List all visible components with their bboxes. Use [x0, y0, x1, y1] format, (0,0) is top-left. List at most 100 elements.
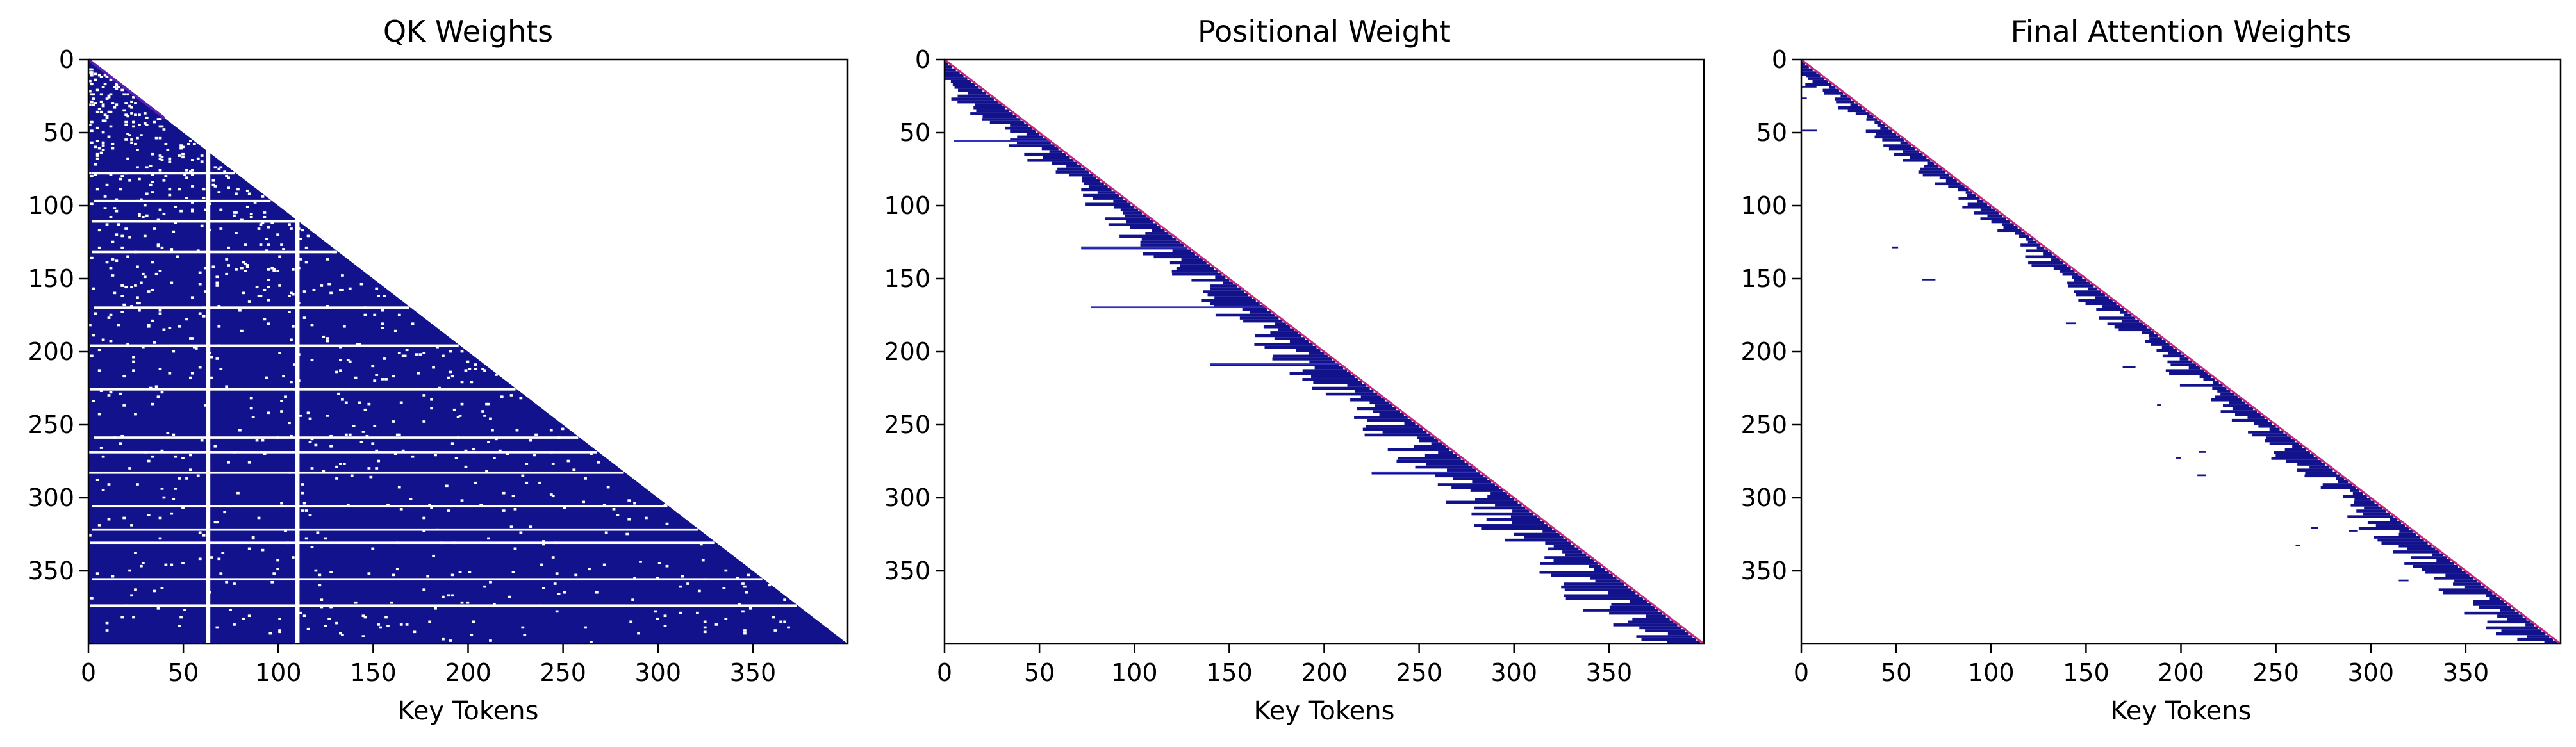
- heatmap-empty-cell: [399, 401, 403, 404]
- heatmap-empty-cell: [616, 514, 620, 516]
- heatmap-empty-cell: [322, 335, 326, 338]
- heatmap-empty-cell: [134, 284, 137, 287]
- heatmap-empty-cell: [377, 623, 381, 626]
- heatmap-empty-cell: [561, 427, 565, 431]
- heatmap-empty-cell: [460, 499, 464, 502]
- heatmap-empty-cell: [538, 604, 541, 607]
- heatmap-row-band: [2501, 629, 2542, 632]
- heatmap-empty-cell: [456, 436, 460, 439]
- heatmap-empty-cell: [166, 220, 170, 223]
- heatmap-row-band: [1176, 267, 1214, 270]
- heatmap-empty-cell: [339, 359, 342, 362]
- heatmap-empty-cell: [213, 185, 217, 188]
- heatmap-row-band: [1918, 170, 1946, 174]
- heatmap-empty-cell: [90, 129, 94, 133]
- heatmap-empty-cell: [198, 312, 202, 315]
- heatmap-empty-cell: [395, 541, 399, 545]
- heatmap-row-band: [1108, 223, 1157, 226]
- heatmap-empty-cell: [247, 461, 251, 464]
- heatmap-row-band: [1980, 208, 1995, 212]
- heatmap-empty-cell: [270, 222, 274, 224]
- heatmap-empty-cell: [147, 325, 151, 328]
- heatmap-row-band: [2271, 457, 2318, 460]
- heatmap-row-band: [2292, 445, 2303, 448]
- heatmap-empty-cell: [566, 459, 570, 463]
- heatmap-row-band: [2398, 544, 2432, 548]
- heatmap-row-band: [1801, 65, 1809, 69]
- y-tick-label: 250: [1740, 411, 1787, 439]
- heatmap-empty-cell: [192, 142, 196, 145]
- heatmap-row-band: [1302, 369, 1348, 372]
- heatmap-detached-cell: [2311, 527, 2318, 529]
- heatmap-empty-cell: [386, 625, 390, 628]
- heatmap-empty-cell: [174, 455, 178, 458]
- heatmap-row-band: [967, 92, 987, 95]
- heatmap-empty-cell: [395, 568, 399, 571]
- heatmap-empty-cell: [442, 595, 445, 598]
- heatmap-empty-cell: [176, 255, 179, 258]
- heatmap-empty-cell: [381, 309, 384, 312]
- heatmap-empty-cell: [479, 504, 483, 506]
- heatmap-empty-cell: [115, 84, 119, 87]
- x-tick-label: 350: [730, 659, 777, 687]
- heatmap-empty-cell: [485, 402, 488, 406]
- heatmap-empty-cell: [310, 324, 314, 327]
- heatmap-empty-cell: [225, 385, 229, 388]
- heatmap-empty-cell: [97, 524, 101, 527]
- heatmap-empty-cell: [160, 587, 164, 589]
- heatmap-row-band: [1250, 311, 1271, 314]
- heatmap-empty-cell: [384, 616, 388, 619]
- heatmap-empty-cell: [158, 309, 162, 312]
- heatmap-empty-cell: [245, 264, 249, 267]
- heatmap-detached-cell: [2157, 404, 2161, 406]
- heatmap-long-row: [1081, 246, 1188, 249]
- heatmap-row-band: [1636, 635, 1693, 638]
- heatmap-empty-cell: [190, 209, 194, 213]
- heatmap-empty-cell: [460, 402, 464, 406]
- heatmap-row-band: [1609, 611, 1662, 615]
- heatmap-empty-cell: [440, 541, 443, 545]
- heatmap-row-band: [2102, 305, 2120, 308]
- heatmap-empty-cell: [257, 295, 261, 297]
- heatmap-empty-cell: [284, 530, 287, 532]
- heatmap-empty-cell: [563, 506, 566, 509]
- heatmap-row-band: [1350, 398, 1385, 402]
- heatmap-empty-cell: [409, 498, 413, 500]
- heatmap-empty-cell: [447, 376, 450, 379]
- heatmap-empty-cell: [88, 534, 92, 537]
- heatmap-row-band: [1263, 325, 1291, 329]
- heatmap-empty-cell: [181, 457, 185, 459]
- heatmap-empty-cell: [597, 461, 600, 464]
- heatmap-row-band: [1945, 179, 1957, 183]
- heatmap-empty-cell: [261, 222, 265, 224]
- heatmap-empty-cell: [190, 208, 194, 211]
- heatmap-row-band: [2078, 299, 2113, 302]
- heatmap-row-band: [1210, 302, 1260, 306]
- heatmap-row-band: [2247, 416, 2265, 419]
- heatmap-empty-cell: [489, 417, 492, 420]
- heatmap-empty-cell: [202, 534, 206, 537]
- heatmap-detached-cell: [2199, 451, 2206, 453]
- heatmap-empty-cell: [202, 197, 206, 199]
- heatmap-empty-cell: [88, 124, 92, 126]
- heatmap-empty-cell: [656, 617, 659, 620]
- heatmap-empty-cell: [665, 564, 669, 568]
- heatmap-empty-cell: [181, 156, 185, 159]
- heatmap-row-band: [1472, 480, 1492, 484]
- heatmap-empty-cell: [139, 281, 143, 284]
- heatmap-empty-cell: [120, 88, 124, 92]
- heatmap-empty-cell: [145, 214, 149, 217]
- heatmap-empty-cell: [265, 238, 268, 240]
- heatmap-empty-cell: [276, 568, 280, 571]
- heatmap-row-band: [1005, 126, 1032, 130]
- heatmap-row-band: [1082, 176, 1096, 179]
- heatmap-empty-cell: [494, 438, 498, 441]
- heatmap-row-band: [2374, 536, 2420, 539]
- heatmap-empty-cell: [339, 288, 342, 291]
- heatmap-empty-cell: [113, 291, 117, 295]
- heatmap-empty-cell: [485, 470, 488, 473]
- heatmap-empty-cell: [696, 611, 699, 614]
- heatmap-empty-cell: [513, 547, 517, 550]
- heatmap-row-band: [2232, 407, 2254, 411]
- heatmap-empty-cell: [344, 433, 348, 436]
